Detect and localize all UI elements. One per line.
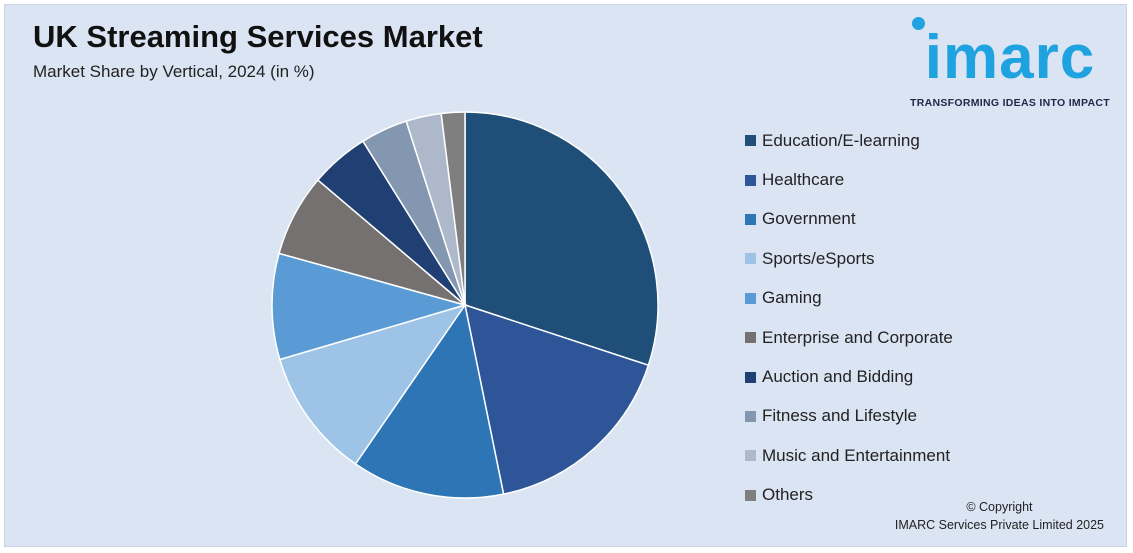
legend-swatch	[745, 253, 756, 265]
pie-slice-sports-esports	[278, 303, 467, 465]
pie-chart	[271, 111, 659, 499]
logo-wordmark: imarc	[924, 23, 1096, 92]
legend-item: Fitness and Lifestyle	[745, 397, 953, 436]
chart-title: UK Streaming Services Market	[33, 19, 483, 54]
legend-item: Healthcare	[745, 160, 953, 199]
legend-swatch	[745, 174, 756, 186]
legend-label: Sports/eSports	[762, 248, 875, 268]
logo-dot-icon	[912, 17, 925, 30]
copyright-line-1: © Copyright	[966, 500, 1033, 514]
pie-slice-government	[354, 303, 505, 499]
chart-frame: UK Streaming Services Market Market Shar…	[4, 4, 1127, 547]
legend-swatch	[745, 371, 756, 383]
legend-label: Enterprise and Corporate	[762, 327, 953, 347]
legend-item: Auction and Bidding	[745, 357, 953, 396]
legend-swatch	[745, 450, 756, 462]
imarc-logo: imarc TRANSFORMING IDEAS INTO IMPACT	[903, 15, 1117, 115]
legend-label: Music and Entertainment	[762, 445, 951, 465]
legend-label: Government	[762, 209, 856, 229]
pie-slice-healthcare	[464, 303, 650, 495]
copyright-line-2: IMARC Services Private Limited 2025	[894, 518, 1104, 532]
legend-item: Others	[745, 476, 953, 515]
legend-label: Healthcare	[762, 170, 845, 190]
legend-swatch	[745, 489, 756, 501]
legend-swatch	[745, 292, 756, 304]
legend-label: Others	[762, 485, 814, 505]
pie-slice-others	[440, 111, 466, 306]
logo-tagline: TRANSFORMING IDEAS INTO IMPACT	[910, 97, 1110, 109]
legend-swatch	[745, 332, 756, 344]
pie-slice-education-e-learning	[464, 111, 659, 367]
legend-swatch	[745, 410, 756, 422]
legend-swatch	[745, 213, 756, 225]
legend-item: Sports/eSports	[745, 239, 953, 278]
legend-label: Gaming	[762, 288, 822, 308]
legend-label: Education/E-learning	[762, 130, 920, 150]
pie-slice-gaming	[271, 252, 468, 361]
chart-subtitle: Market Share by Vertical, 2024 (in %)	[33, 62, 315, 81]
legend-item: Gaming	[745, 279, 953, 318]
legend-item: Music and Entertainment	[745, 436, 953, 475]
legend-item: Enterprise and Corporate	[745, 318, 953, 357]
legend-label: Fitness and Lifestyle	[762, 406, 917, 426]
legend-item: Government	[745, 200, 953, 239]
legend-swatch	[745, 135, 756, 147]
copyright-notice: © Copyright IMARC Services Private Limit…	[895, 498, 1104, 534]
legend-label: Auction and Bidding	[762, 367, 914, 387]
chart-legend: Education/E-learning Healthcare Government…	[745, 121, 953, 515]
legend-item: Education/E-learning	[745, 121, 953, 160]
